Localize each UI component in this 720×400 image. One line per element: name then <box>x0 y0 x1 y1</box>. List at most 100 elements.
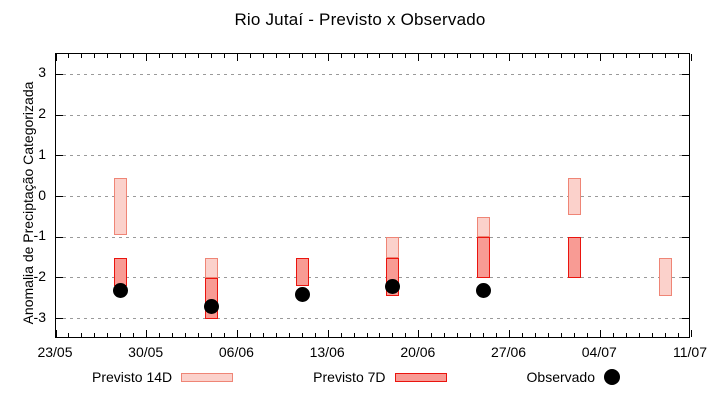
x-tick-minor-top <box>457 54 459 58</box>
x-tick-minor <box>625 333 627 337</box>
bar-previsto-14d <box>658 257 672 297</box>
bar-previsto-7d <box>295 257 309 287</box>
x-tick-label: 27/06 <box>491 344 527 360</box>
x-tick-minor <box>223 333 225 337</box>
x-tick-minor <box>677 333 679 337</box>
x-tick-major-top <box>690 54 692 61</box>
x-tick-minor-top <box>172 54 174 58</box>
bar-previsto-14d <box>477 216 491 238</box>
observado-dot <box>385 278 401 294</box>
x-tick-minor-top <box>483 54 485 58</box>
x-tick-label: 13/06 <box>309 344 345 360</box>
x-tick-major <box>327 330 329 337</box>
x-tick-minor <box>159 333 161 337</box>
x-tick-minor <box>120 333 122 337</box>
x-tick-minor <box>262 333 264 337</box>
gridline <box>56 196 689 197</box>
x-tick-minor-top <box>470 54 472 58</box>
x-tick-major-top <box>418 54 420 61</box>
x-tick-minor-top <box>379 54 381 58</box>
x-tick-minor-top <box>586 54 588 58</box>
x-tick-minor <box>211 333 212 337</box>
x-tick-minor-top <box>133 54 135 58</box>
legend-item-previsto-7d: Previsto 7D <box>313 369 447 385</box>
x-tick-major <box>599 330 601 337</box>
x-tick-minor <box>107 333 109 337</box>
y-tick-left <box>56 73 63 75</box>
x-tick-minor <box>275 333 277 337</box>
x-tick-minor-top <box>198 54 200 58</box>
x-tick-minor <box>185 333 187 337</box>
y-tick-left <box>56 155 63 157</box>
x-tick-minor <box>198 333 200 337</box>
x-tick-minor-top <box>314 54 316 58</box>
x-tick-minor-top <box>638 54 640 58</box>
x-tick-minor-top <box>651 54 653 58</box>
x-tick-minor <box>651 333 653 337</box>
previsto-14d-swatch-icon <box>181 372 234 382</box>
x-tick-minor <box>560 333 562 337</box>
y-tick-left <box>56 277 63 279</box>
y-tick-label: 3 <box>38 64 46 81</box>
x-tick-minor <box>470 333 472 337</box>
bar-previsto-7d <box>114 257 128 287</box>
x-tick-label: 06/06 <box>218 344 254 360</box>
previsto-7d-swatch-icon <box>394 372 447 382</box>
x-tick-minor <box>457 333 459 337</box>
x-tick-minor <box>431 333 433 337</box>
x-tick-minor <box>81 333 83 337</box>
x-tick-major <box>146 330 148 337</box>
x-tick-minor <box>612 333 614 337</box>
x-tick-minor-top <box>353 54 355 58</box>
y-tick-right <box>682 277 689 279</box>
bar-previsto-14d <box>114 178 128 236</box>
x-tick-major <box>236 330 238 337</box>
x-tick-minor <box>379 333 381 337</box>
y-tick-left <box>56 114 63 116</box>
x-tick-minor-top <box>120 54 122 58</box>
x-tick-minor-top <box>275 54 277 58</box>
observado-dot-swatch-icon <box>604 369 620 385</box>
bar-previsto-14d <box>386 237 400 258</box>
x-tick-minor <box>547 333 549 337</box>
x-tick-major <box>690 330 692 337</box>
x-tick-major <box>509 330 511 337</box>
x-tick-minor-top <box>573 54 575 58</box>
observado-dot <box>476 282 492 298</box>
gridline <box>56 114 689 116</box>
x-tick-minor <box>133 333 135 337</box>
y-tick-label: 2 <box>38 105 46 122</box>
observado-dot <box>113 282 129 298</box>
x-tick-minor-top <box>522 54 524 58</box>
y-tick-label: -2 <box>33 267 46 284</box>
x-tick-minor-top <box>301 54 303 58</box>
bar-previsto-7d <box>567 237 581 278</box>
x-tick-minor-top <box>405 54 407 58</box>
legend-label-previsto-14d: Previsto 14D <box>92 369 173 385</box>
x-tick-major-top <box>146 54 148 61</box>
y-tick-left <box>56 318 63 320</box>
x-tick-minor-top <box>664 54 666 58</box>
x-tick-minor-top <box>223 54 225 58</box>
x-tick-major <box>55 330 57 337</box>
x-tick-minor <box>249 333 251 337</box>
x-tick-label: 11/07 <box>673 344 707 360</box>
x-tick-minor-top <box>249 54 251 58</box>
x-tick-major <box>418 330 420 337</box>
x-tick-minor <box>522 333 524 337</box>
gridline <box>56 318 689 320</box>
x-tick-major-top <box>327 54 329 61</box>
bar-previsto-14d <box>567 178 581 215</box>
x-tick-minor <box>586 333 588 337</box>
x-tick-minor-top <box>185 54 187 58</box>
y-tick-right <box>682 196 689 197</box>
y-tick-left <box>56 196 63 197</box>
bar-previsto-7d <box>477 237 491 278</box>
x-tick-major-top <box>236 54 238 61</box>
gridline <box>56 73 689 75</box>
x-tick-minor-top <box>288 54 290 58</box>
legend: Previsto 14D Previsto 7D Observado <box>92 369 620 385</box>
y-tick-right <box>682 73 689 75</box>
x-tick-minor <box>638 333 640 337</box>
